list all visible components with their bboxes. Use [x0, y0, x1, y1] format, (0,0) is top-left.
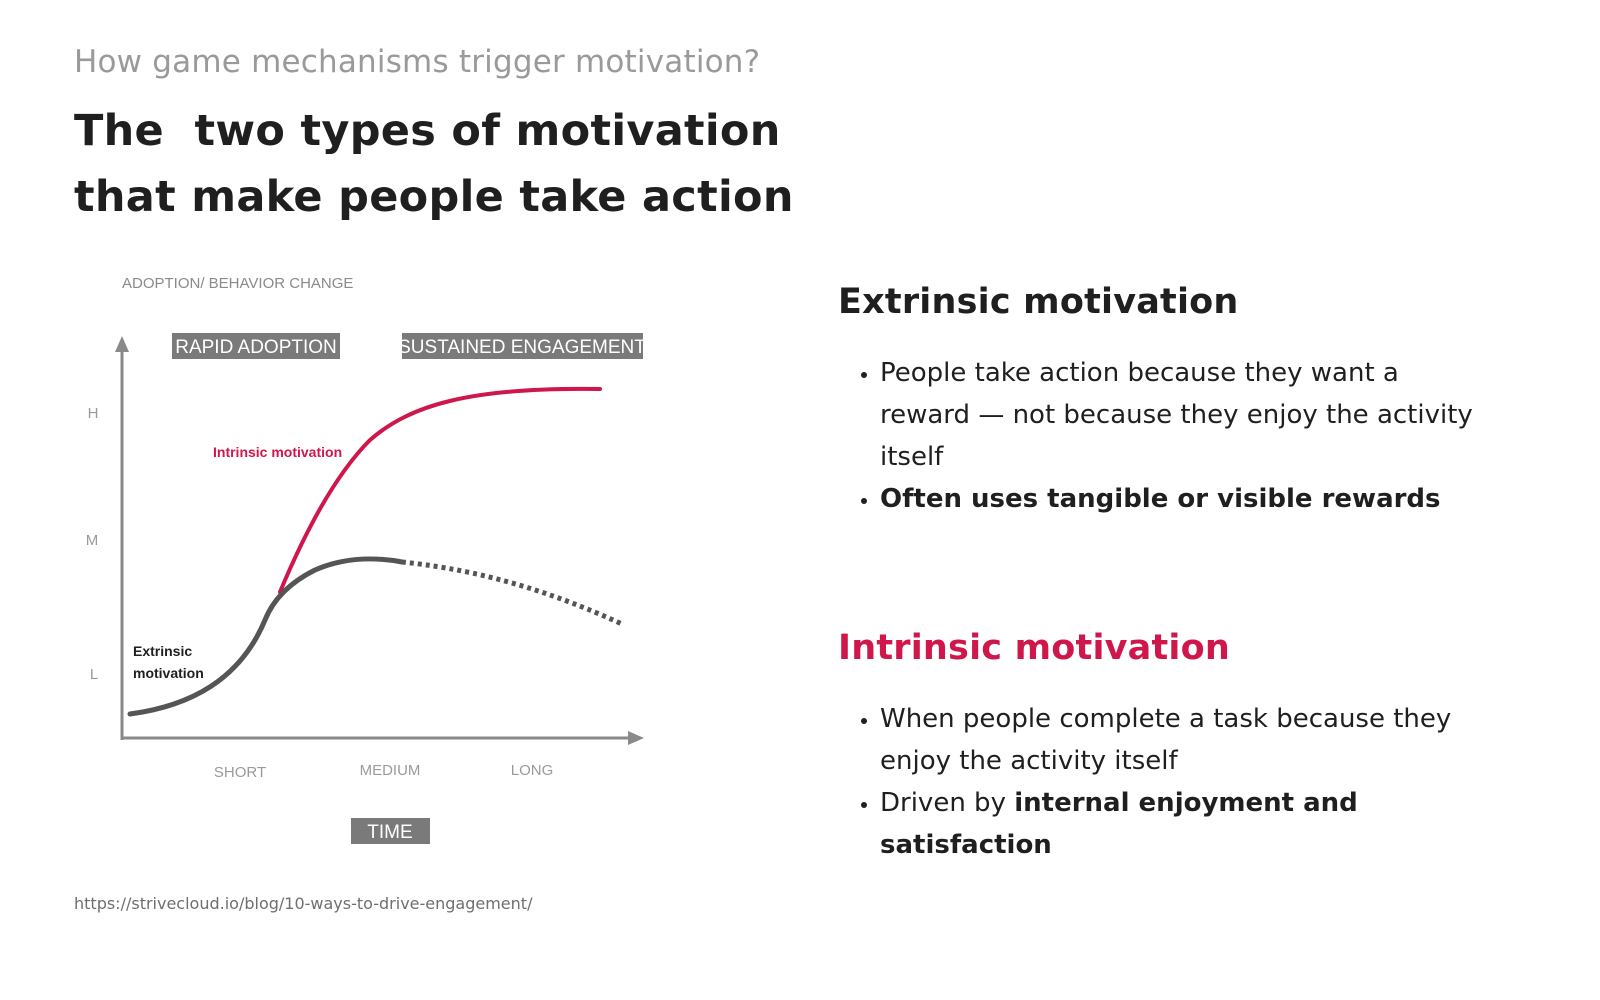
intrinsic-bullet-2-bold: internal enjoyment and satisfaction	[880, 788, 1358, 860]
slide-title: The two types of motivation that make pe…	[74, 98, 794, 230]
phase-label-sustained: SUSTAINED ENGAGEMENT	[398, 337, 646, 358]
series-label-intrinsic: Intrinsic motivation	[213, 444, 342, 460]
x-tick-long: LONG	[511, 762, 554, 779]
extrinsic-list: People take action because they want a r…	[838, 352, 1478, 520]
slide-subtitle: How game mechanisms trigger motivation?	[74, 44, 761, 80]
x-axis-arrow	[628, 731, 644, 745]
y-axis-label: ADOPTION/ BEHAVIOR CHANGE	[122, 275, 353, 292]
series-extrinsic-dashed	[401, 559, 624, 627]
x-axis-title-box	[351, 818, 430, 844]
title-line-1: The two types of motivation	[74, 106, 781, 156]
x-tick-short: SHORT	[214, 764, 266, 781]
extrinsic-panel: Extrinsic motivation People take action …	[838, 282, 1478, 520]
phase-box-rapid	[172, 333, 340, 359]
intrinsic-list: When people complete a task because they…	[838, 698, 1478, 866]
series-extrinsic-line	[127, 556, 405, 717]
extrinsic-heading: Extrinsic motivation	[838, 282, 1239, 322]
intrinsic-bullet-2: Driven by internal enjoyment and satisfa…	[880, 782, 1478, 866]
y-axis-arrow	[115, 336, 129, 352]
y-tick-h: H	[88, 405, 99, 422]
phase-label-rapid: RAPID ADOPTION	[175, 337, 337, 358]
intrinsic-bullet-2-prefix: Driven by	[880, 788, 1015, 818]
extrinsic-bullet-2: Often uses tangible or visible rewards	[880, 478, 1478, 520]
extrinsic-bullet-1: People take action because they want a r…	[880, 352, 1478, 478]
y-tick-m: M	[86, 532, 99, 549]
series-label-extrinsic-1: Extrinsic	[133, 643, 192, 659]
intrinsic-bullet-1: When people complete a task because they…	[880, 698, 1478, 782]
intrinsic-heading: Intrinsic motivation	[838, 628, 1230, 668]
motivation-chart: ADOPTION/ BEHAVIOR CHANGE RAPID ADOPTION…	[60, 270, 700, 890]
intrinsic-panel: Intrinsic motivation When people complet…	[838, 628, 1478, 866]
x-tick-medium: MEDIUM	[360, 762, 421, 779]
y-tick-l: L	[90, 666, 98, 683]
series-intrinsic-line	[278, 386, 602, 594]
series-label-extrinsic-2: motivation	[133, 665, 204, 681]
title-line-2: that make people take action	[74, 172, 794, 222]
source-link[interactable]: https://strivecloud.io/blog/10-ways-to-d…	[74, 894, 533, 913]
phase-box-sustained	[402, 333, 643, 359]
x-axis-title: TIME	[367, 822, 412, 843]
motivation-chart-svg: ADOPTION/ BEHAVIOR CHANGE RAPID ADOPTION…	[86, 275, 646, 844]
